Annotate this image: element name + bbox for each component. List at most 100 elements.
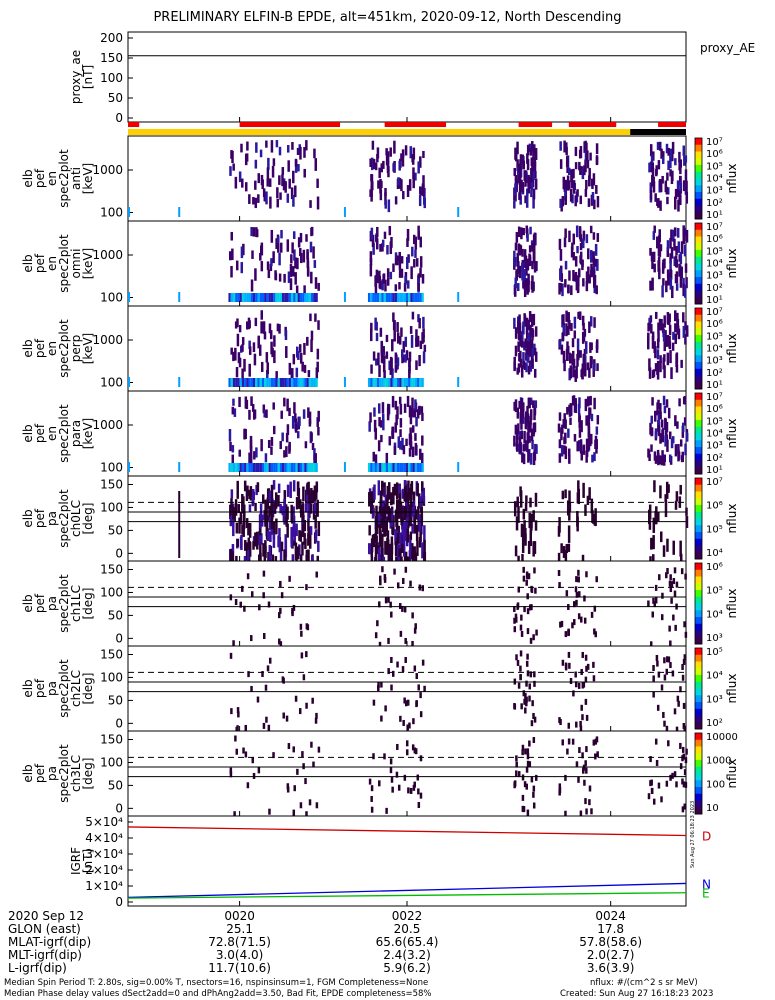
red-bar-segment-1: [239, 122, 341, 127]
colorbar-ant-band: [695, 192, 702, 200]
pa-cell: [375, 535, 378, 553]
pa-cell: [241, 501, 244, 514]
ylabel-ch2lc-2: pa: [45, 681, 59, 696]
flux-cell: [385, 334, 389, 343]
flux-cell: [533, 232, 537, 242]
flux-cell: [236, 318, 239, 328]
flux-cell: [564, 419, 567, 430]
pa-cell: [423, 525, 426, 543]
colorbar-para-band: [695, 453, 702, 461]
flux-cell: [653, 263, 656, 273]
flux-cell: [268, 323, 272, 334]
flux-cell: [657, 453, 660, 466]
flux-cell: [292, 170, 295, 184]
flux-cell: [562, 419, 565, 428]
flux-cell: [370, 174, 373, 182]
flux-cell: [526, 353, 529, 363]
pa-cell: [585, 571, 588, 578]
pa-cell: [681, 674, 685, 681]
flux-cell: [406, 256, 409, 270]
pa-cell: [522, 806, 525, 813]
pa-cell: [267, 724, 271, 731]
flux-cell: [527, 319, 530, 331]
flux-cell: [523, 315, 527, 327]
flux-cell-low: [304, 378, 307, 387]
flux-cell: [527, 365, 531, 375]
flux-cell: [657, 413, 661, 425]
flux-cell: [397, 436, 401, 448]
footer-row-mlt: MLT-igrf(dip): [8, 948, 82, 962]
flux-cell: [669, 155, 672, 169]
ytick-proxy_ae-1: 150: [100, 51, 123, 65]
flux-cell: [675, 283, 679, 291]
pa-cell: [558, 517, 561, 533]
pa-cell: [649, 780, 652, 787]
pa-cell: [382, 514, 385, 527]
flux-cell: [378, 167, 381, 179]
flux-cell: [280, 242, 283, 253]
pa-cell: [403, 697, 406, 704]
flux-cell: [521, 262, 524, 272]
flux-cell: [248, 346, 252, 355]
pa-cell: [683, 769, 687, 776]
pa-cell: [254, 532, 257, 547]
pa-cell: [413, 521, 417, 534]
flux-cell: [288, 441, 291, 452]
pa-cell: [316, 555, 319, 564]
pa-cell: [247, 671, 250, 678]
pa-cell: [565, 544, 569, 554]
pa-cell: [268, 544, 272, 563]
flux-cell-low: [306, 463, 309, 472]
igrf-label-N: N: [702, 877, 711, 891]
colorbar-perp-band: [695, 328, 702, 336]
pa-cell: [398, 490, 402, 508]
flux-cell: [281, 432, 284, 442]
flux-cell: [648, 367, 652, 379]
flux-cell: [589, 250, 593, 263]
pa-cell: [528, 761, 532, 768]
flux-cell: [313, 148, 316, 159]
flux-cell: [303, 342, 306, 355]
flux-cell: [520, 416, 523, 430]
flux-cell: [585, 234, 589, 244]
pa-cell: [595, 736, 599, 743]
flux-cell-low: [178, 462, 181, 472]
pa-cell: [565, 590, 569, 597]
pa-cell: [397, 499, 401, 518]
pa-cell: [386, 497, 389, 515]
flux-cell: [383, 370, 386, 380]
pa-cell: [578, 591, 581, 598]
pa-cell: [532, 510, 535, 521]
flux-cell: [238, 449, 241, 457]
pa-cell: [282, 712, 285, 719]
flux-cell: [533, 157, 537, 167]
flux-cell: [285, 446, 288, 458]
flux-cell: [408, 405, 412, 418]
flux-cell: [406, 395, 410, 408]
flux-cell: [314, 158, 318, 171]
pa-cell: [265, 503, 268, 518]
colorbar-ch2lc-band: [695, 668, 702, 676]
flux-cell: [684, 169, 688, 182]
flux-cell: [568, 319, 571, 330]
flux-cell: [560, 344, 564, 355]
flux-cell: [673, 227, 677, 237]
flux-cell: [654, 193, 657, 202]
pa-cell: [286, 786, 290, 793]
flux-cell: [575, 225, 579, 238]
ylabel-proxy_ae-0: proxy_ae: [69, 50, 83, 104]
flux-cell: [595, 155, 599, 166]
flux-cell: [268, 178, 272, 187]
pa-cell: [371, 534, 375, 545]
flux-cell: [311, 442, 315, 450]
flux-cell: [415, 258, 419, 267]
pa-cell: [274, 492, 278, 509]
flux-cell: [654, 428, 658, 438]
flux-cell: [572, 252, 575, 261]
colorbar-ant-band: [695, 151, 702, 159]
pa-cell: [389, 767, 393, 774]
flux-cell: [582, 353, 586, 365]
pa-cell: [519, 624, 523, 631]
flux-cell: [647, 336, 650, 350]
flux-cell: [272, 402, 275, 410]
